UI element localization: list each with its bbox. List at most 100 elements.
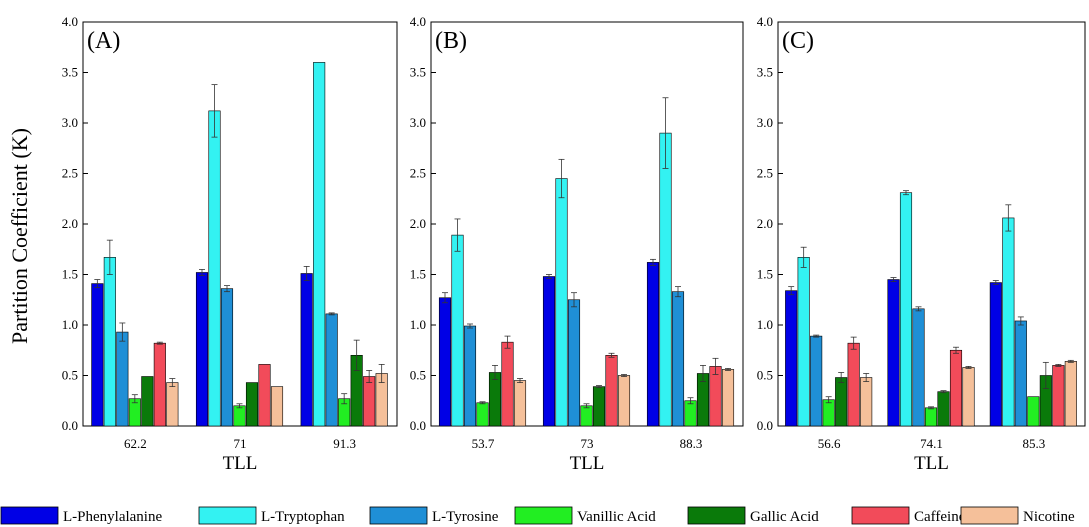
legend-swatch (687, 506, 746, 525)
panel-frame (777, 21, 1086, 427)
y-tick-label: 3.5 (62, 65, 78, 80)
legend-item: L-Tryptophan (198, 506, 345, 525)
legend-label: Caffeine (914, 509, 966, 525)
bar (1052, 365, 1065, 427)
bar (476, 402, 489, 427)
bar (924, 407, 938, 427)
panel-frame (430, 21, 744, 427)
legend-swatch (198, 506, 257, 525)
y-tick-label: 2.0 (410, 216, 426, 231)
legend-item: Vanillic Acid (514, 506, 656, 525)
bar (451, 234, 464, 427)
bar (605, 354, 618, 427)
bar (233, 405, 246, 427)
bar (592, 386, 606, 427)
legend-swatch (851, 506, 910, 525)
panel-3: 0.0 0.5 1.0 1.5 2.0 2.5 3.0 3.5 4.0 (C) 56.6 74.1 85… (757, 14, 1086, 474)
bar (847, 342, 860, 427)
bar (1027, 396, 1040, 427)
legend-label: Nicotine (1023, 509, 1075, 525)
legend-swatch (514, 506, 573, 525)
x-axis-label: TLL (914, 453, 949, 474)
y-tick-label: 3.5 (410, 65, 426, 80)
bar (463, 325, 477, 427)
x-tick-label: 73 (581, 436, 594, 451)
legend-item: Gallic Acid (687, 506, 819, 525)
bar (962, 367, 975, 427)
chart-panels: 0.0 0.5 1.0 1.5 2.0 2.5 3.0 3.5 4.0 (A) 62.2 71 91.3… (62, 14, 1086, 474)
legend-item: L-Phenylalanine (0, 506, 162, 525)
bar (822, 399, 835, 427)
legend: L-Phenylalanine L-Tryptophan L-Tyrosine Van… (0, 506, 1075, 525)
bar (103, 257, 116, 427)
bar (195, 272, 209, 427)
legend-item: L-Tyrosine (369, 506, 499, 525)
y-tick-label: 1.5 (410, 267, 426, 282)
bar (166, 382, 179, 427)
panel-label: (B) (435, 28, 467, 54)
y-tick-label: 2.5 (62, 166, 78, 181)
legend-label: Vanillic Acid (577, 509, 656, 525)
bar (887, 279, 900, 427)
bar (363, 376, 376, 427)
y-tick-label: 1.0 (410, 317, 426, 332)
panel-label: (C) (782, 28, 814, 54)
bar (300, 273, 313, 427)
y-tick-label: 1.0 (62, 317, 78, 332)
y-tick-label: 0.5 (410, 368, 426, 383)
bar (313, 62, 326, 427)
x-tick-label: 53.7 (472, 436, 495, 451)
bar (835, 377, 848, 427)
y-tick-label: 2.0 (62, 216, 78, 231)
bar (555, 178, 568, 427)
bar (488, 372, 502, 427)
x-tick-label: 91.3 (333, 436, 356, 451)
panel-2: 0.0 0.5 1.0 1.5 2.0 2.5 3.0 3.5 4.0 (B) 53.7 73 88.3… (410, 14, 744, 474)
bar (709, 366, 722, 427)
y-tick-label: 4.0 (757, 14, 773, 29)
bar (116, 331, 129, 427)
bar (270, 386, 284, 427)
bar (501, 341, 514, 427)
x-tick-label: 56.6 (818, 436, 841, 451)
bar (810, 335, 823, 427)
panel-label: (A) (87, 28, 120, 54)
panel-frame (82, 21, 398, 427)
legend-label: L-Phenylalanine (63, 509, 162, 525)
panel-1: 0.0 0.5 1.0 1.5 2.0 2.5 3.0 3.5 4.0 (A) 62.2 71 91.3… (62, 14, 398, 474)
bar (659, 132, 672, 427)
y-tick-label: 2.5 (410, 166, 426, 181)
bar (684, 400, 697, 427)
y-tick-label: 2.5 (757, 166, 773, 181)
y-tick-label: 3.5 (757, 65, 773, 80)
bar (258, 364, 271, 427)
bar (208, 110, 221, 427)
x-tick-label: 71 (234, 436, 247, 451)
y-tick-label: 1.5 (62, 267, 78, 282)
bar (580, 405, 593, 427)
y-tick-label: 4.0 (410, 14, 426, 29)
bar (1002, 217, 1015, 427)
y-tick-label: 1.5 (757, 267, 773, 282)
bar (949, 349, 963, 427)
legend-swatch (960, 506, 1019, 525)
x-tick-label: 74.1 (920, 436, 943, 451)
y-tick-label: 0.0 (757, 418, 773, 433)
x-tick-label: 88.3 (680, 436, 703, 451)
bar (671, 291, 685, 427)
bar (785, 290, 798, 427)
y-tick-label: 0.5 (62, 368, 78, 383)
bar (325, 313, 338, 427)
bar (91, 283, 104, 427)
x-axis-label: TLL (570, 453, 605, 474)
bar (989, 282, 1002, 427)
bar (937, 391, 950, 427)
bar (513, 380, 527, 427)
x-tick-label: 85.3 (1022, 436, 1045, 451)
legend-label: L-Tyrosine (432, 509, 499, 525)
y-axis-label: Partition Coefficient (K) (7, 128, 32, 344)
x-axis-label: TLL (223, 453, 258, 474)
bar (1064, 361, 1077, 427)
bar (220, 288, 234, 427)
